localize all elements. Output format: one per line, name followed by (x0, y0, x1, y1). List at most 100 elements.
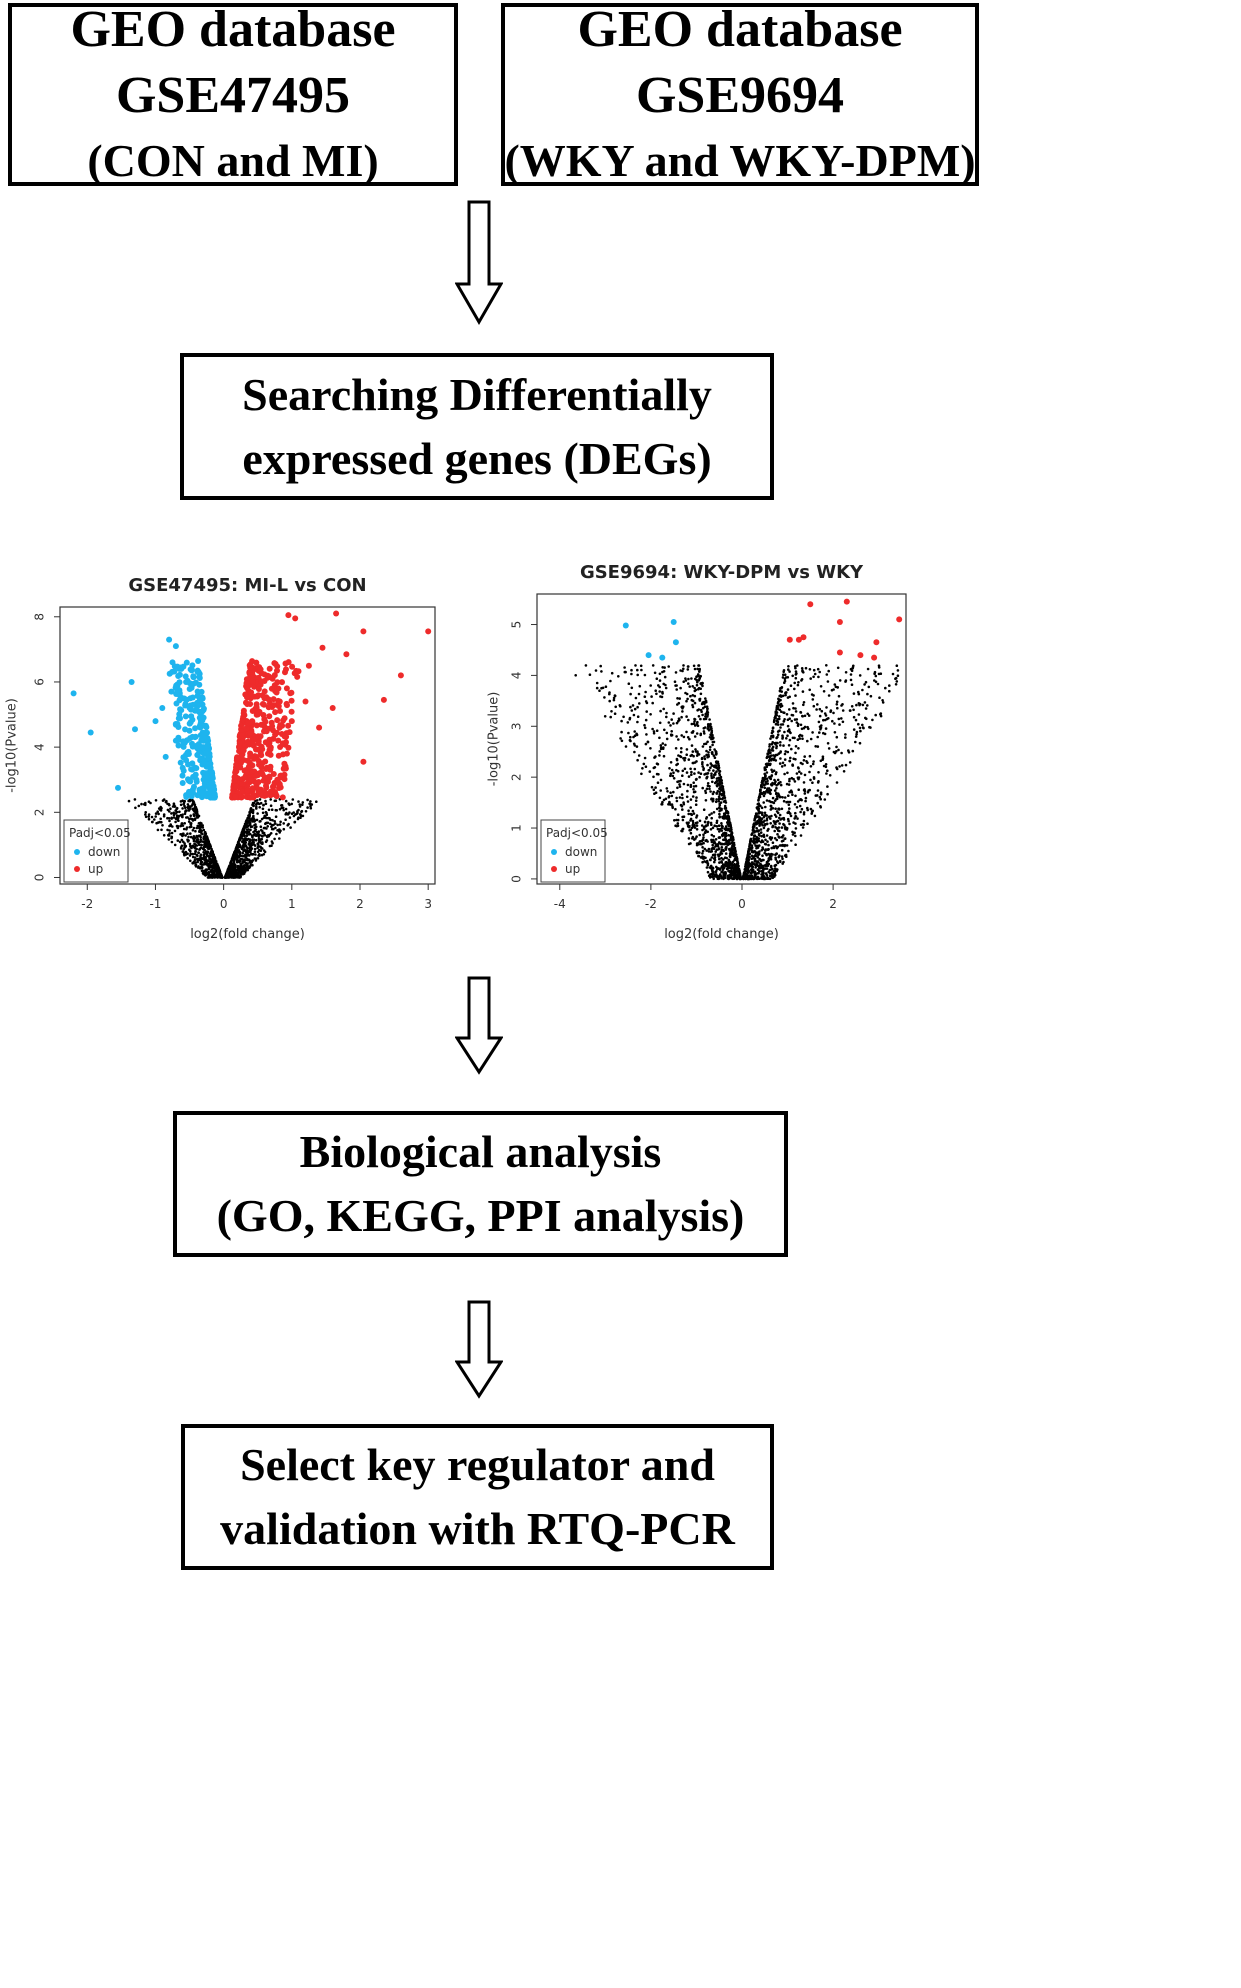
ns-point (667, 721, 671, 724)
ns-point (771, 730, 775, 733)
ns-point (674, 824, 677, 827)
up-point (274, 717, 281, 724)
ns-point (750, 850, 754, 854)
down-point (200, 705, 207, 712)
ns-point (668, 800, 671, 804)
ns-point (752, 840, 755, 844)
x-tick-label: 0 (738, 897, 746, 911)
ns-point (690, 731, 694, 734)
ns-point (710, 823, 713, 826)
ns-point (720, 842, 724, 846)
ns-point (788, 812, 792, 815)
ns-point (692, 754, 695, 758)
ns-point (779, 780, 782, 784)
ns-point (196, 816, 199, 819)
ns-point (660, 695, 664, 699)
legend-down-marker (74, 849, 80, 855)
ns-point (193, 817, 196, 821)
ns-point (764, 848, 767, 851)
ns-point (792, 706, 795, 710)
up-point (261, 774, 268, 781)
up-point (266, 665, 273, 672)
ns-point (812, 760, 815, 763)
ns-point (681, 827, 685, 831)
ns-point (806, 712, 809, 716)
ns-point (888, 689, 891, 693)
ns-point (237, 855, 241, 859)
down-point (184, 749, 191, 756)
ns-point (258, 798, 262, 801)
ns-point (726, 822, 730, 825)
ns-point (269, 804, 273, 807)
down-point (206, 781, 213, 788)
ns-point (649, 684, 652, 687)
ns-point (812, 675, 815, 679)
ns-point (710, 816, 713, 820)
ns-point (704, 699, 708, 703)
ns-point (243, 834, 246, 838)
ns-point (728, 863, 731, 867)
ns-point (708, 748, 712, 752)
ns-point (648, 770, 652, 773)
ns-point (703, 847, 707, 851)
ns-point (199, 853, 203, 856)
down-point (182, 673, 189, 680)
ns-point (149, 801, 152, 805)
ns-point (798, 770, 801, 773)
ns-point (701, 852, 704, 855)
ns-point (670, 768, 674, 772)
ns-point (691, 685, 694, 688)
ns-point (792, 777, 795, 781)
ns-point (179, 847, 183, 850)
ns-point (185, 826, 189, 829)
up-point (258, 764, 265, 771)
ns-point (274, 826, 277, 830)
ns-point (783, 843, 787, 847)
ns-point (695, 760, 698, 763)
ns-point (701, 838, 705, 841)
ns-point (258, 853, 261, 856)
ns-point (731, 847, 735, 851)
ns-point (736, 861, 740, 865)
ns-point (823, 798, 827, 801)
ns-point (778, 816, 781, 820)
ns-point (717, 824, 721, 827)
ns-point (854, 740, 857, 744)
ns-point (304, 810, 308, 813)
ns-point (215, 862, 219, 866)
ns-point (778, 795, 782, 799)
ns-point (676, 769, 680, 773)
ns-point (270, 827, 274, 831)
ns-point (768, 868, 772, 872)
ns-point (867, 685, 871, 689)
ns-point (627, 682, 631, 685)
ns-point (787, 744, 791, 747)
ns-point (698, 667, 701, 671)
ns-point (628, 716, 632, 720)
ns-point (844, 680, 847, 683)
ns-point (794, 822, 797, 825)
ns-point (774, 722, 778, 726)
ns-point (675, 799, 679, 803)
ns-point (682, 680, 685, 683)
ns-point (721, 796, 725, 800)
ns-point (748, 840, 752, 844)
legend-up-marker (74, 866, 80, 872)
ns-point (751, 865, 755, 869)
ns-point (636, 673, 639, 677)
ns-point (262, 849, 266, 852)
ns-point (781, 843, 785, 847)
ns-point (695, 732, 699, 735)
ns-point (275, 809, 279, 812)
ns-point (215, 872, 219, 875)
ns-point (154, 815, 157, 818)
ns-point (212, 863, 216, 866)
ns-point (755, 863, 759, 867)
ns-point (643, 726, 647, 730)
ns-point (806, 761, 809, 764)
ns-point (203, 871, 206, 875)
up-point (249, 785, 256, 792)
ns-point (834, 685, 838, 689)
ns-point (762, 783, 766, 787)
ns-point (753, 834, 757, 837)
